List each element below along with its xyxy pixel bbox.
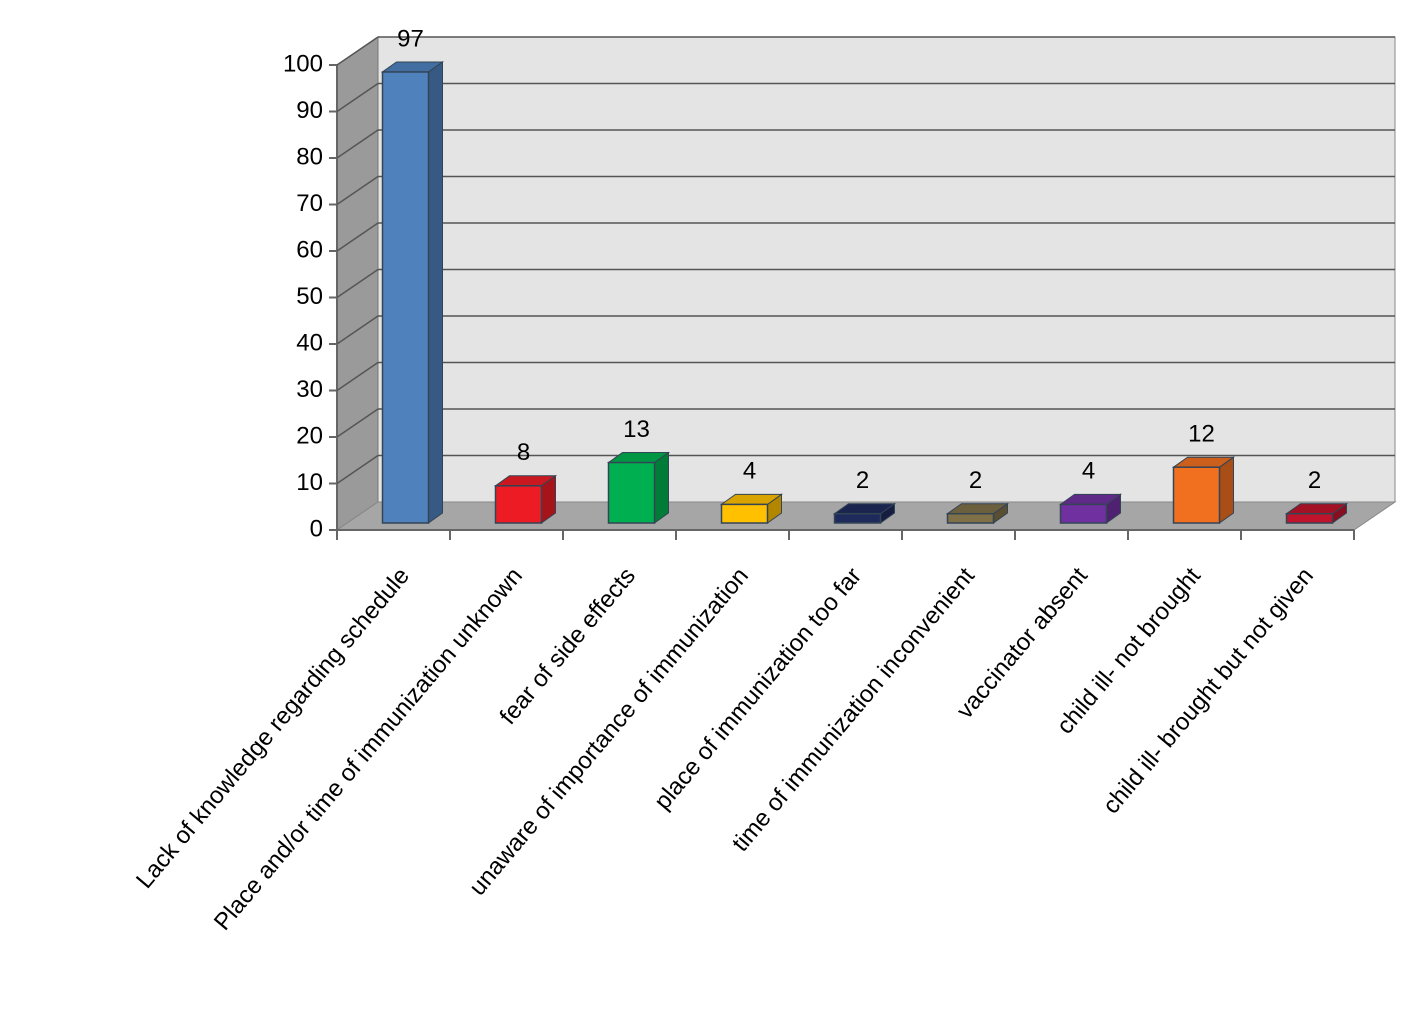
bar (607, 461, 656, 524)
grid-line (336, 315, 379, 345)
y-tick-label: 50 (296, 283, 323, 310)
x-tick-label: place of immunization too far (649, 563, 867, 815)
value-label: 2 (969, 467, 982, 494)
y-tick-label: 30 (296, 376, 323, 403)
y-tick-label: 20 (296, 422, 323, 449)
y-tick-label: 10 (296, 469, 323, 496)
bar (381, 71, 430, 524)
bar (720, 503, 769, 524)
bar (946, 512, 995, 524)
bar-side (428, 60, 443, 524)
value-label: 4 (743, 458, 756, 485)
bar (1172, 466, 1221, 524)
grid-line (336, 268, 379, 299)
grid-line (336, 361, 379, 392)
y-tick-label: 70 (296, 190, 323, 217)
grid-line (336, 454, 379, 485)
bar (1285, 512, 1334, 524)
y-tick-label: 0 (310, 515, 323, 542)
grid-line (336, 408, 379, 438)
value-label: 12 (1188, 421, 1215, 448)
bar (1059, 503, 1108, 524)
x-tick-label: child ill- brought but not given (1098, 563, 1319, 820)
value-label: 2 (856, 467, 869, 494)
value-label: 97 (397, 25, 424, 52)
bar (494, 485, 543, 524)
bar (833, 512, 882, 524)
value-label: 13 (623, 416, 650, 443)
x-tick-label: time of immunization inconvenient (727, 562, 980, 857)
value-label: 4 (1082, 458, 1095, 485)
grid-line (336, 222, 379, 252)
y-tick-label: 60 (296, 236, 323, 263)
y-tick-label: 100 (283, 50, 323, 77)
bar-side (1219, 456, 1234, 524)
grid-line (336, 129, 379, 159)
grid-line (336, 82, 379, 113)
value-label: 8 (517, 439, 530, 466)
grid-line (336, 36, 379, 66)
y-tick-label: 90 (296, 97, 323, 124)
y-tick-label: 40 (296, 329, 323, 356)
y-tick-label: 80 (296, 143, 323, 170)
bar-side (654, 451, 669, 524)
value-label: 2 (1308, 467, 1321, 494)
grid-line (336, 175, 379, 206)
